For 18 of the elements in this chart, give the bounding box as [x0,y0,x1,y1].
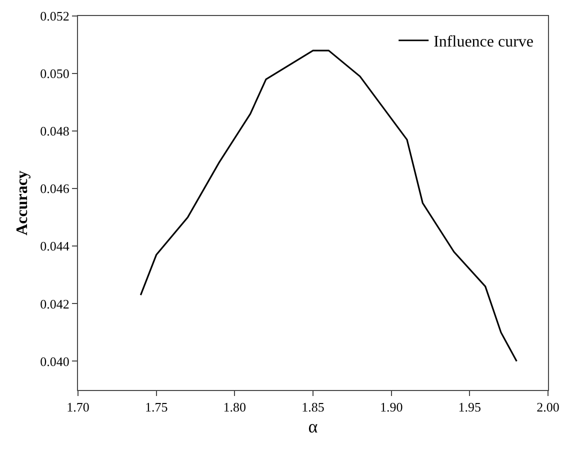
x-tick-label: 1.75 [144,400,168,415]
x-tick-label: 1.80 [223,400,246,415]
y-tick-label: 0.040 [40,354,70,369]
legend-label: Influence curve [434,34,534,51]
x-tick-label: 1.95 [458,400,482,415]
line-series [140,50,518,362]
y-tick-label: 0.052 [40,8,70,24]
y-tick-label: 0.044 [40,238,70,254]
x-axis-title: α [308,416,318,437]
y-tick-label: 0.050 [40,66,70,82]
y-tick-label: 0.046 [40,181,70,196]
x-tick-label: 1.70 [66,400,90,415]
x-tick-label: 2.00 [536,400,560,415]
x-tick-label: 1.90 [380,400,403,415]
y-tick-label: 0.042 [40,296,70,312]
y-tick-label: 0.048 [40,124,70,139]
x-tick-label: 1.85 [302,400,324,415]
y-axis-title: Accuracy [14,170,32,236]
